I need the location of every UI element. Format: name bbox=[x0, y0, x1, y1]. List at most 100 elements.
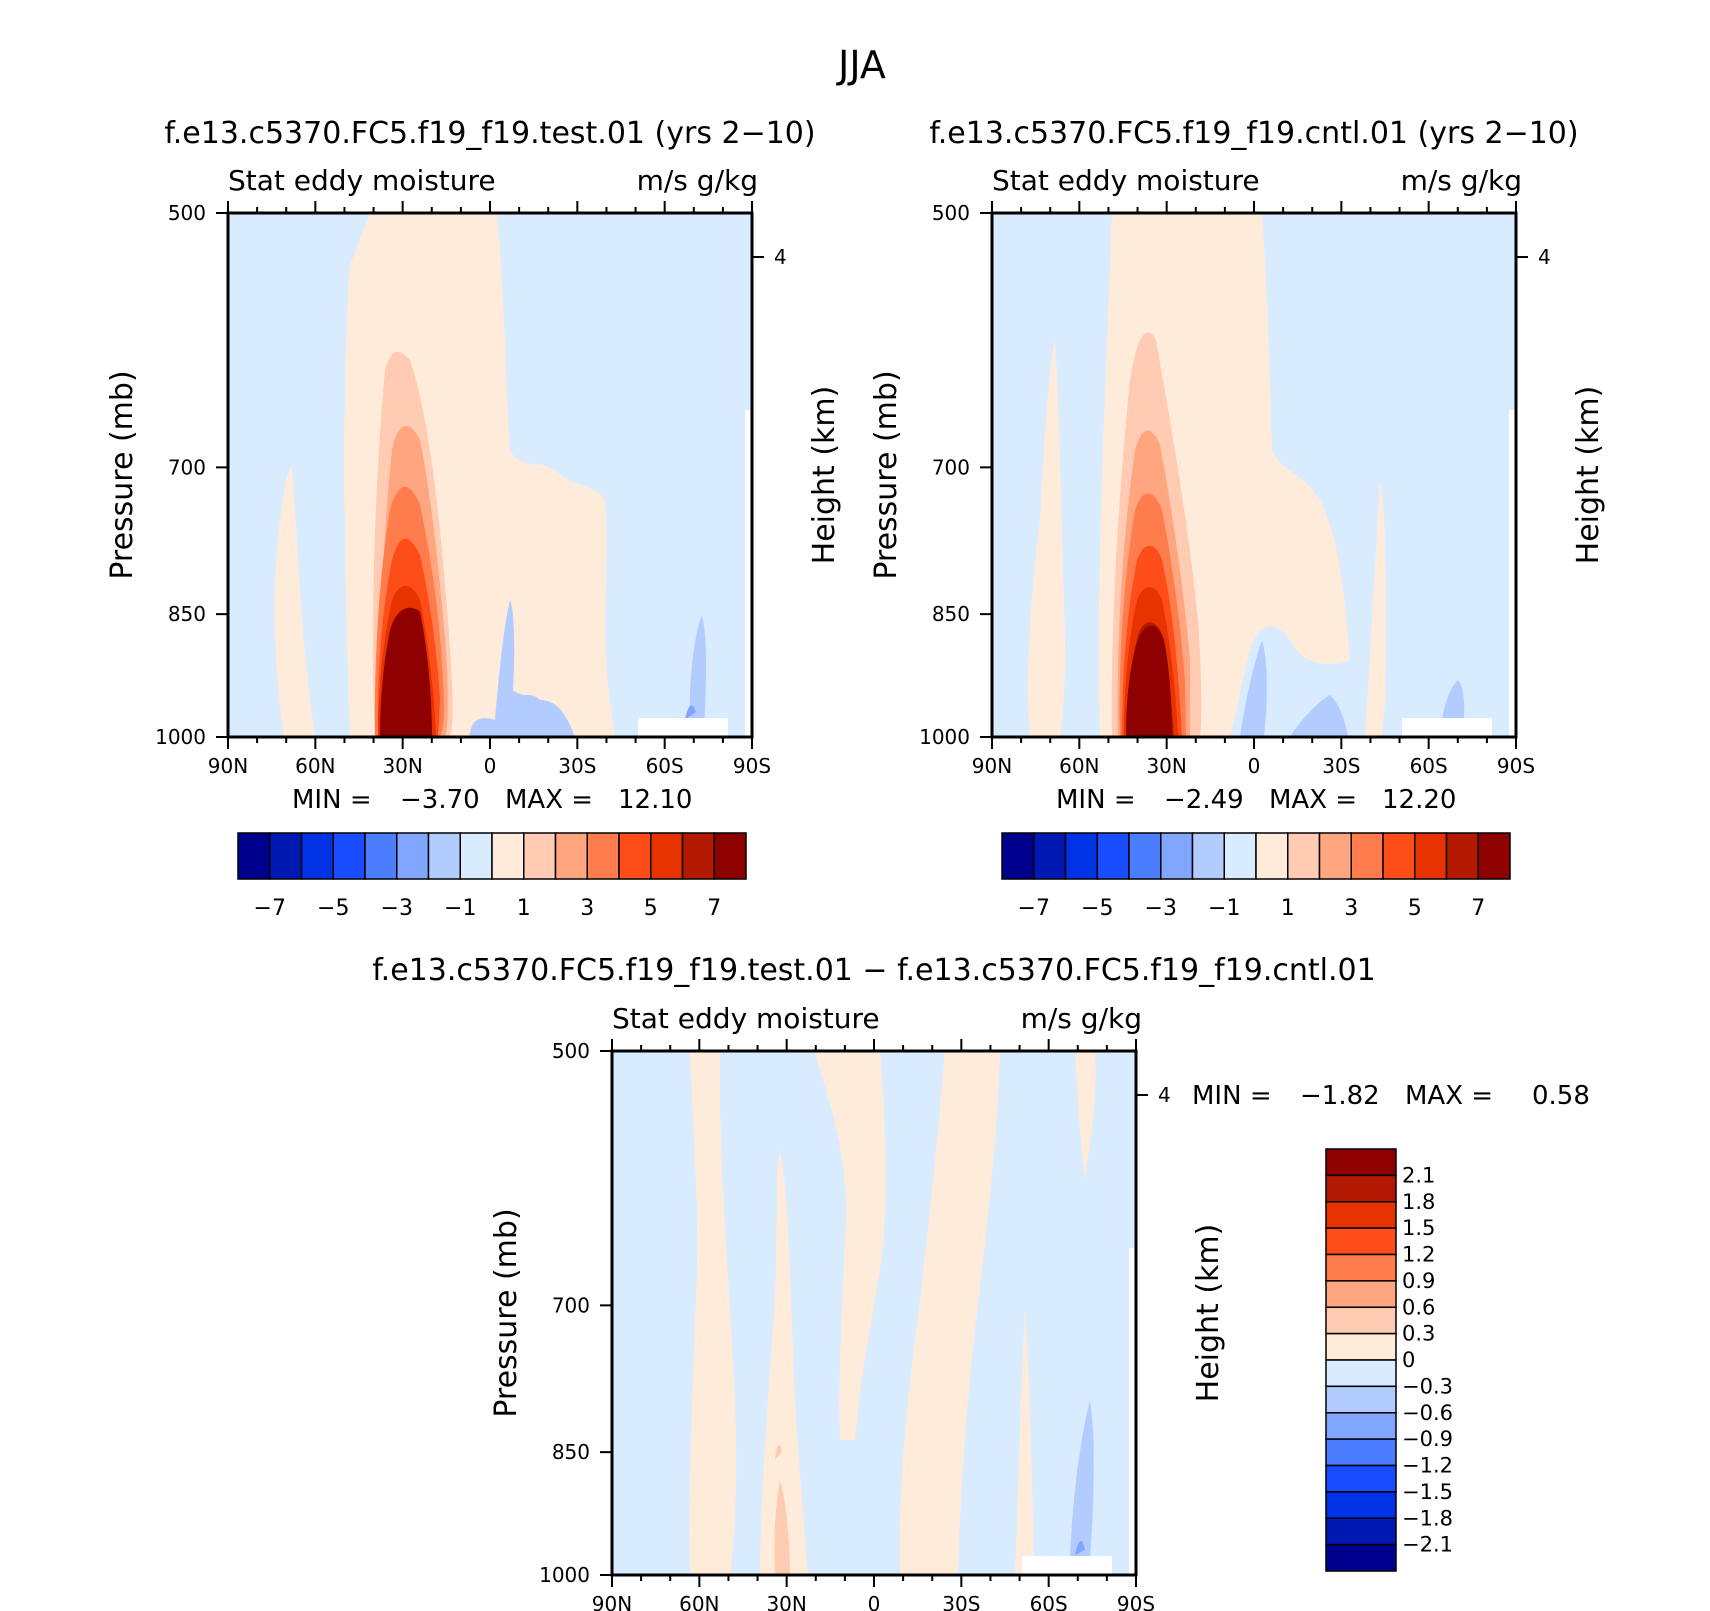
contour-positive bbox=[1015, 1310, 1034, 1575]
y-tick-label: 1000 bbox=[919, 725, 970, 749]
colorbar-box bbox=[681, 832, 715, 880]
colorbar-box bbox=[1350, 832, 1384, 880]
colorbar-box bbox=[1325, 1201, 1397, 1229]
contour-level-1 bbox=[528, 599, 547, 700]
contour-level-1 bbox=[1365, 480, 1387, 737]
contour-level-1 bbox=[1028, 340, 1065, 737]
colorbar-label: −0.9 bbox=[1402, 1427, 1453, 1451]
colorbar-label: 0.3 bbox=[1402, 1322, 1435, 1346]
colorbar-label: 5 bbox=[644, 896, 658, 921]
y-tick-label: 850 bbox=[552, 1440, 590, 1464]
max-value: 12.20 bbox=[1382, 785, 1456, 815]
contour-positive bbox=[774, 1480, 790, 1575]
colorbar-box bbox=[1325, 1227, 1397, 1256]
colorbar-label: −7 bbox=[254, 896, 286, 921]
contour-positive bbox=[814, 1051, 886, 1440]
y-axis-label: Pressure (mb) bbox=[489, 1208, 524, 1417]
contour-negative bbox=[1075, 1540, 1085, 1555]
colorbar-label: 5 bbox=[1408, 896, 1422, 921]
colorbar-box bbox=[237, 832, 271, 880]
panel-title: f.e13.c5370.FC5.f19_f19.test.01 − f.e13.… bbox=[372, 953, 1375, 988]
colorbar-label: 3 bbox=[580, 896, 594, 921]
missing-data bbox=[1402, 718, 1492, 737]
colorbar-label: −1 bbox=[1208, 896, 1240, 921]
subtitle-left: Stat eddy moisture bbox=[612, 1002, 880, 1035]
colorbar-box bbox=[713, 832, 747, 880]
colorbar-box bbox=[1325, 1148, 1397, 1177]
colorbar-label: −1.2 bbox=[1402, 1454, 1453, 1478]
colorbar-label: −0.3 bbox=[1402, 1374, 1453, 1398]
colorbar-label: 1 bbox=[517, 896, 531, 921]
colorbar-label: −5 bbox=[1081, 896, 1113, 921]
contour-positive bbox=[760, 1150, 808, 1575]
x-tick-label: 30N bbox=[766, 1592, 806, 1611]
colorbar-box bbox=[1414, 832, 1448, 880]
contour-negative bbox=[1070, 1400, 1094, 1560]
x-tick-label: 30S bbox=[942, 1592, 980, 1611]
max-label: MAX = bbox=[1405, 1081, 1493, 1111]
missing-data bbox=[1129, 1248, 1136, 1575]
contour-positive bbox=[1075, 1051, 1096, 1180]
colorbar-box bbox=[1128, 832, 1162, 880]
colorbar: 2.11.81.51.20.90.60.30−0.3−0.6−0.9−1.2−1… bbox=[1325, 1148, 1453, 1572]
colorbar-label: −3 bbox=[381, 896, 413, 921]
colorbar-label: −1.5 bbox=[1402, 1480, 1453, 1504]
x-tick-label: 30S bbox=[1322, 754, 1360, 778]
colorbar-box bbox=[554, 832, 588, 880]
missing-data bbox=[1022, 1556, 1112, 1575]
colorbar-box bbox=[1445, 832, 1479, 880]
colorbar-box bbox=[618, 832, 652, 880]
y-right-axis-label: Height (km) bbox=[1571, 386, 1606, 565]
colorbar: −7 −5 −3 −1 1 3 5 7 bbox=[1001, 832, 1511, 921]
min-value: −1.82 bbox=[1300, 1081, 1380, 1111]
axes: 90N 60N 30N 0 30S 60S 90S 500 700 850 1000 4 bbox=[919, 201, 1551, 778]
contour-negative bbox=[1240, 640, 1267, 737]
contour-positive bbox=[899, 1051, 1000, 1575]
colorbar-label: −1.8 bbox=[1402, 1506, 1453, 1530]
colorbar-box bbox=[1064, 832, 1098, 880]
colorbar-box bbox=[427, 832, 461, 880]
contour-level-9 bbox=[380, 607, 432, 737]
colorbar-label: 3 bbox=[1344, 896, 1358, 921]
contour-field bbox=[992, 213, 1516, 737]
x-tick-label: 90N bbox=[972, 754, 1012, 778]
x-tick-label: 90S bbox=[1117, 1592, 1155, 1611]
colorbar-label: 0.9 bbox=[1402, 1269, 1435, 1293]
colorbar-label: 2.1 bbox=[1402, 1163, 1435, 1187]
x-tick-label: 90N bbox=[208, 754, 248, 778]
colorbar-box bbox=[1325, 1306, 1397, 1335]
colorbar-label: 0 bbox=[1402, 1348, 1415, 1372]
panel-title: f.e13.c5370.FC5.f19_f19.cntl.01 (yrs 2−1… bbox=[929, 116, 1578, 151]
colorbar-box bbox=[1096, 832, 1130, 880]
x-tick-label: 60N bbox=[679, 1592, 719, 1611]
x-tick-label: 30S bbox=[558, 754, 596, 778]
x-tick-label: 0 bbox=[868, 1592, 881, 1611]
y-tick-label: 1000 bbox=[155, 725, 206, 749]
x-tick-label: 60S bbox=[1030, 1592, 1068, 1611]
x-tick-label: 90S bbox=[733, 754, 771, 778]
subtitle-left: Stat eddy moisture bbox=[228, 164, 496, 197]
colorbar-box bbox=[1325, 1412, 1397, 1440]
colorbar-label: 1 bbox=[1281, 896, 1295, 921]
y-tick-label: 1000 bbox=[539, 1563, 590, 1587]
contour-level-9 bbox=[1126, 625, 1172, 737]
colorbar-box bbox=[1325, 1491, 1397, 1519]
colorbar-box bbox=[1287, 832, 1321, 880]
contour-level-1 bbox=[274, 467, 315, 737]
panel-cntl: f.e13.c5370.FC5.f19_f19.cntl.01 (yrs 2−1… bbox=[869, 116, 1606, 921]
colorbar-box bbox=[1325, 1332, 1397, 1361]
colorbar-label: −7 bbox=[1018, 896, 1050, 921]
colorbar-box bbox=[1382, 832, 1416, 880]
contour-positive bbox=[775, 1445, 782, 1460]
colorbar-box bbox=[1001, 832, 1035, 880]
y-right-tick-label: 4 bbox=[774, 245, 787, 269]
colorbar-label: −0.6 bbox=[1402, 1401, 1453, 1425]
colorbar: −7 −5 −3 −1 1 3 5 7 bbox=[237, 832, 747, 921]
colorbar-box bbox=[396, 832, 430, 880]
y-tick-label: 850 bbox=[168, 602, 206, 626]
contour-positive bbox=[689, 1051, 737, 1575]
colorbar-box bbox=[1033, 832, 1067, 880]
colorbar-box bbox=[300, 832, 334, 880]
colorbar-box bbox=[1325, 1517, 1397, 1546]
colorbar-box bbox=[1325, 1438, 1397, 1467]
